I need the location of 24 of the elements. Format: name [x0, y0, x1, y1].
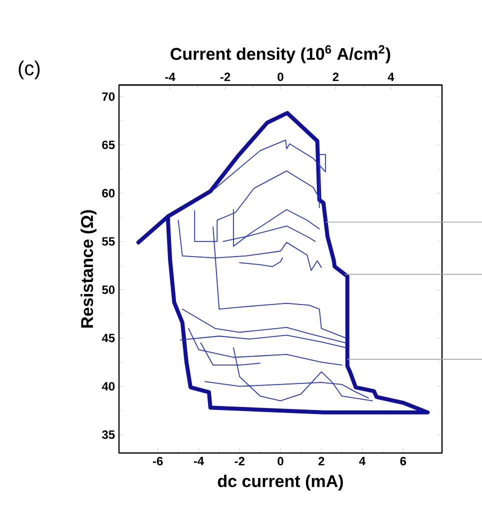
y-tick-label: 60 — [102, 188, 114, 198]
y-axis-title: Resistance (Ω) — [80, 210, 96, 328]
x-tick-label: 2 — [318, 456, 324, 466]
y-tick-label: 70 — [102, 92, 114, 101]
y-tick-label: 45 — [102, 334, 115, 342]
y-tick-label: 35 — [102, 430, 115, 439]
y-tick-label: 40 — [102, 382, 114, 391]
text: (c) — [18, 60, 40, 80]
x2-axis-title: Current density (10$^{6}$ A/cm$^{2}$) — [170, 45, 390, 64]
x2-tick-label: -2 — [220, 72, 230, 82]
x-tick-label: -2 — [234, 456, 244, 466]
x2-tick-label: 0 — [277, 72, 284, 82]
y-tick-label: 55 — [102, 237, 115, 246]
x-axis-title: dc current (mA) — [218, 474, 343, 491]
x-tick-label: -4 — [194, 456, 204, 466]
x-tick-label: 6 — [400, 456, 406, 466]
x2-tick-label: 2 — [332, 72, 338, 82]
x-tick-label: 0 — [277, 456, 284, 466]
y-tick-label: 50 — [102, 286, 114, 294]
x2-tick-label: 4 — [388, 72, 394, 82]
y-tick-label: 65 — [102, 140, 115, 150]
x-tick-label: -6 — [152, 456, 163, 466]
x2-tick-label: -4 — [165, 72, 176, 82]
x-tick-label: 4 — [358, 456, 366, 466]
